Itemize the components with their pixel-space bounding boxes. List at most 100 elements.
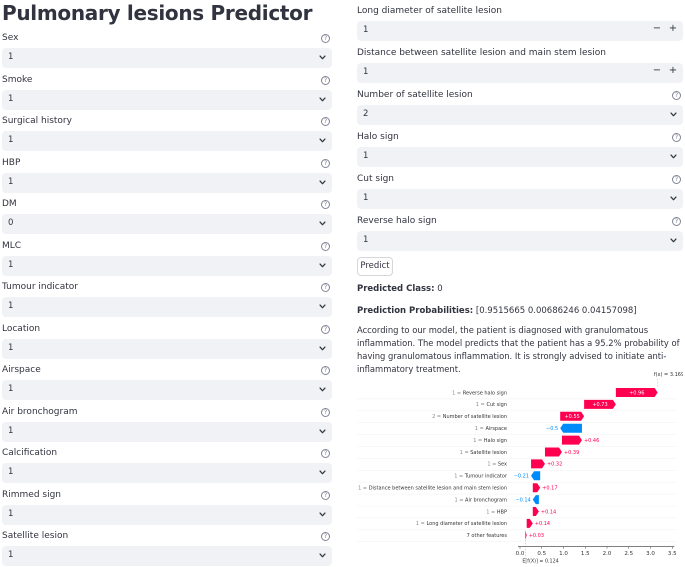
shap-feature-value: 1 = <box>486 509 497 515</box>
select-value: 1 <box>8 176 14 187</box>
select-box[interactable]: 1 <box>2 89 332 110</box>
select-box[interactable]: 1 <box>2 421 332 442</box>
help-icon[interactable]: ? <box>321 407 330 417</box>
field-label: Tumour indicator <box>2 282 78 292</box>
help-icon[interactable]: ? <box>321 449 330 458</box>
shap-feature-name: Reverse halo sign <box>463 390 507 396</box>
help-icon[interactable]: ? <box>321 75 330 85</box>
shap-feature-name: Satellite lesion <box>470 450 507 456</box>
help-icon[interactable]: ? <box>321 324 330 334</box>
chevron-down-icon <box>319 262 326 269</box>
shap-feature-label: 1 = Long diameter of satellite lesion <box>416 521 507 527</box>
predicted-class-label: Predicted Class: <box>357 284 435 294</box>
help-icon[interactable]: ? <box>672 217 681 226</box>
select-box[interactable]: 1 <box>2 172 332 193</box>
number-input[interactable]: 1 − + <box>357 63 683 83</box>
help-icon[interactable]: ? <box>672 133 681 142</box>
select-value: 1 <box>363 193 369 203</box>
select-field: HBP? 1 <box>2 157 332 199</box>
select-box[interactable]: 1 <box>357 147 683 167</box>
shap-bar <box>525 530 527 540</box>
select-box[interactable]: 1 <box>2 297 332 317</box>
field-label: Surgical history <box>2 116 72 126</box>
field-label: Reverse halo sign <box>357 216 437 226</box>
select-value: 1 <box>8 52 14 62</box>
select-value: 1 <box>363 151 369 161</box>
help-icon[interactable]: ? <box>321 158 330 168</box>
shap-value-label: +0.03 <box>529 533 544 539</box>
field-label: Number of satellite lesion <box>357 90 473 100</box>
select-box[interactable]: 0 <box>2 214 332 234</box>
field-label: Calcification <box>2 448 58 458</box>
shap-feature-value: 1 = <box>476 402 487 408</box>
shap-feature-value: 1 = <box>452 390 463 396</box>
shap-feature-name: 7 other features <box>467 533 508 539</box>
select-box[interactable]: 1 <box>2 255 332 276</box>
select-box[interactable]: 1 <box>357 189 683 209</box>
select-box[interactable]: 1 <box>2 463 332 483</box>
select-box[interactable]: 1 <box>2 338 332 359</box>
shap-feature-label: 1 = Sex <box>487 462 507 468</box>
shap-feature-label: 2 = Number of satellite lesion <box>432 414 507 420</box>
help-icon[interactable]: ? <box>321 532 330 541</box>
chevron-down-icon <box>670 111 677 118</box>
shap-feature-value: 1 = <box>460 450 471 456</box>
select-box[interactable]: 1 <box>2 546 332 566</box>
field-label: DM <box>2 199 17 209</box>
increment-button[interactable]: + <box>668 65 678 76</box>
decrement-button[interactable]: − <box>652 23 662 34</box>
help-icon[interactable]: ? <box>321 283 330 292</box>
select-field: Sex? 1 <box>2 32 332 74</box>
number-value: 1 <box>363 25 369 35</box>
help-icon[interactable]: ? <box>321 117 330 126</box>
shap-feature-value: 1 = <box>473 438 484 444</box>
help-icon[interactable]: ? <box>321 490 330 500</box>
select-box[interactable]: 1 <box>2 504 332 525</box>
right-form: Long diameter of satellite lesion 1− + Dist… <box>357 5 683 257</box>
help-icon[interactable]: ? <box>672 91 681 100</box>
help-icon[interactable]: ? <box>672 175 681 184</box>
increment-button[interactable]: + <box>668 23 678 34</box>
probabilities-line: Prediction Probabilities: [0.9515665 0.0… <box>357 306 637 316</box>
chevron-down-icon <box>319 345 326 352</box>
select-box[interactable]: 2 <box>357 105 683 125</box>
select-box[interactable]: 1 <box>357 231 683 251</box>
chevron-down-icon <box>319 137 326 144</box>
shap-bar <box>532 507 539 516</box>
field-label: Location <box>2 323 41 334</box>
help-icon[interactable]: ? <box>321 366 330 375</box>
shap-feature-label: 1 = Tumour indicator <box>454 474 508 480</box>
shap-value-label: +0.46 <box>584 438 599 444</box>
help-icon[interactable]: ? <box>321 34 330 43</box>
number-input[interactable]: 1 − + <box>357 21 683 41</box>
select-box[interactable]: 1 <box>2 131 332 151</box>
help-icon[interactable]: ? <box>321 241 330 251</box>
shap-feature-name: HBP <box>497 509 507 515</box>
select-box[interactable]: 1 <box>2 380 332 400</box>
diagnosis-explanation: According to our model, the patient is d… <box>357 325 680 374</box>
select-field: Airspace? 1 <box>2 364 332 406</box>
shap-feature-value: 2 = <box>432 414 443 420</box>
x-tick-label: 2.5 <box>624 551 633 557</box>
x-tick-label: 3.0 <box>646 551 655 557</box>
select-value: 1 <box>8 425 14 436</box>
x-tick-label: 1.0 <box>559 551 568 557</box>
field-label: Cut sign <box>357 174 394 184</box>
field-label: HBP <box>2 157 21 168</box>
shap-feature-label: 1 = Distance between satellite lesion an… <box>358 486 507 492</box>
shap-bar <box>544 447 562 457</box>
decrement-button[interactable]: − <box>652 65 662 76</box>
chevron-down-icon <box>319 303 326 310</box>
shap-feature-name: Halo sign <box>484 438 507 444</box>
chevron-down-icon <box>670 195 677 202</box>
select-value: 1 <box>8 93 14 104</box>
predict-button[interactable]: Predict <box>357 257 393 276</box>
shap-feature-name: Long diameter of satellite lesion <box>426 521 507 527</box>
select-value: 2 <box>363 109 369 119</box>
help-icon[interactable]: ? <box>321 200 330 209</box>
x-tick-label: 1.5 <box>581 551 590 557</box>
select-field: Surgical history? 1 <box>2 115 332 157</box>
x-tick-label: 0.0 <box>516 551 525 557</box>
select-box[interactable]: 1 <box>2 48 332 68</box>
shap-feature-label: 1 = Reverse halo sign <box>452 390 507 396</box>
